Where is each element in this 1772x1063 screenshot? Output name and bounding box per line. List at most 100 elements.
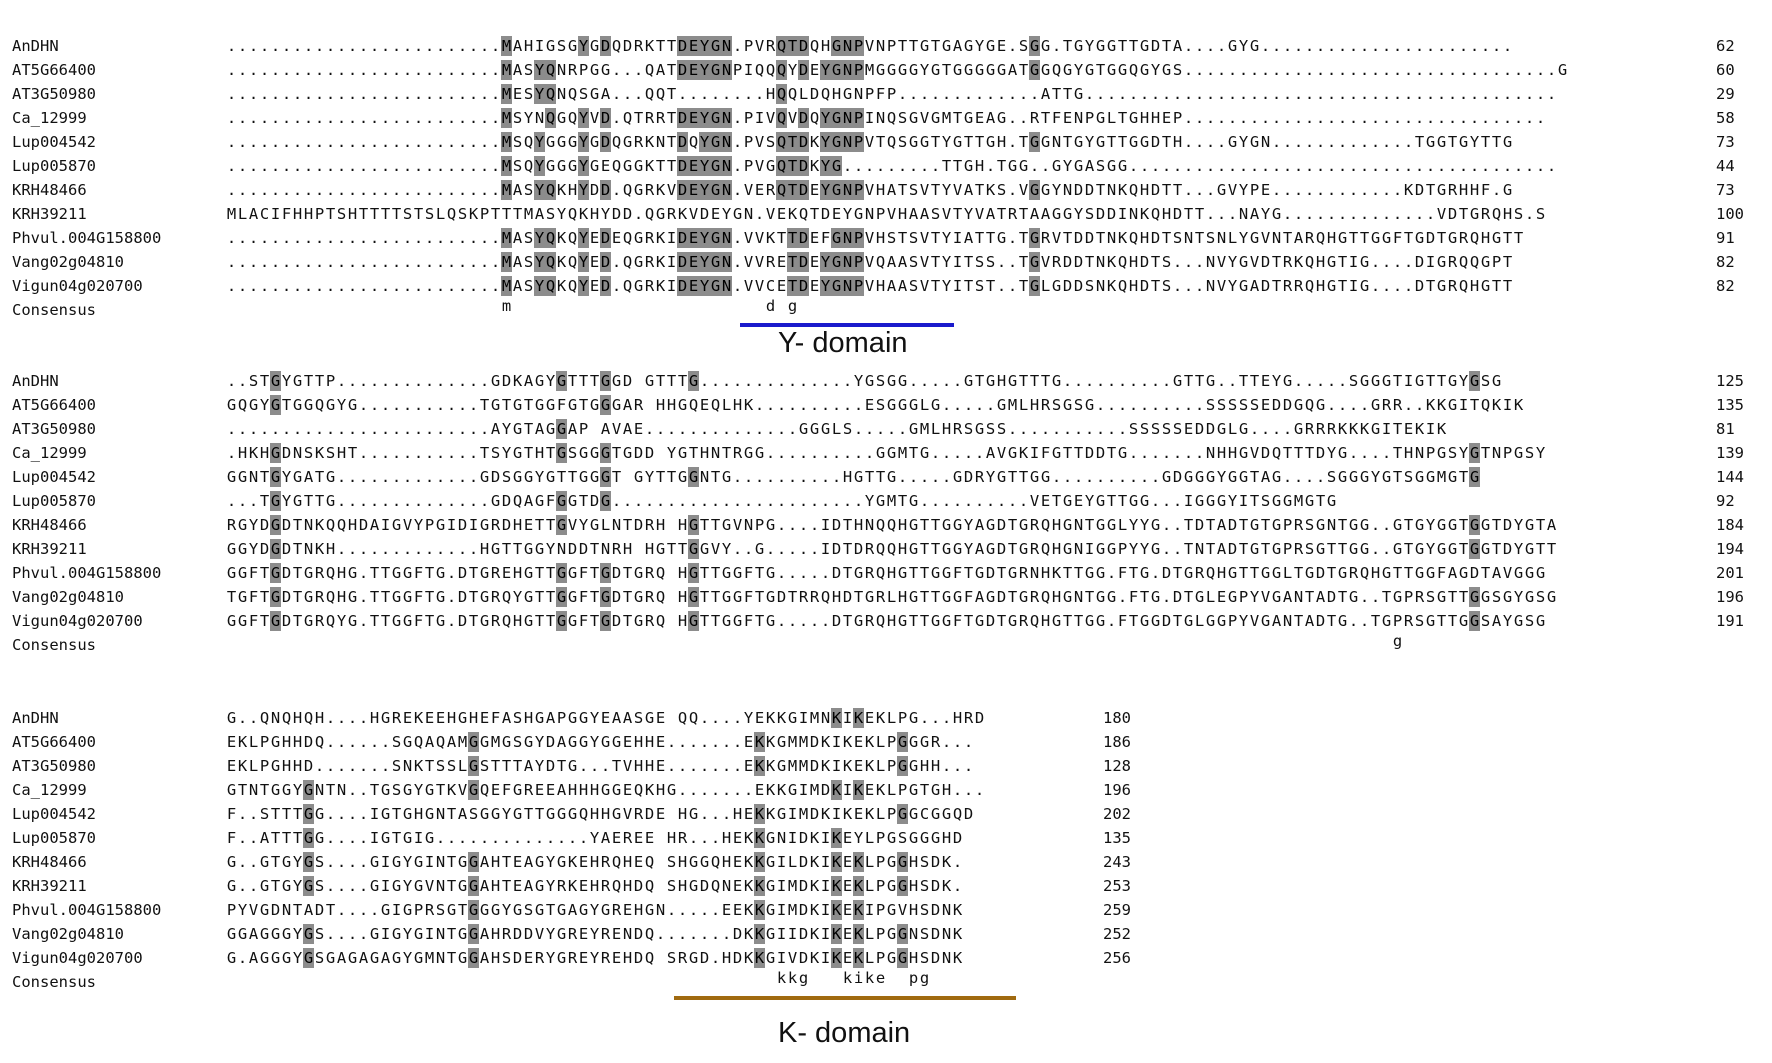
sequence-name: KRH39211 <box>12 540 87 558</box>
sequence-position: 201 <box>1716 564 1744 582</box>
sequence-name: AnDHN <box>12 372 59 390</box>
consensus-label: Consensus <box>12 301 96 319</box>
consensus-label: Consensus <box>12 636 96 654</box>
sequence-name: KRH48466 <box>12 853 87 871</box>
sequence-name: Lup005870 <box>12 492 96 510</box>
sequence-position: 139 <box>1716 444 1744 462</box>
sequence-name: AT5G66400 <box>12 61 96 79</box>
sequence-name: AT3G50980 <box>12 757 96 775</box>
sequence-name: Ca_12999 <box>12 444 87 462</box>
sequence-name: Vigun04g020700 <box>12 612 143 630</box>
sequence-name: KRH48466 <box>12 181 87 199</box>
sequence-name: Lup004542 <box>12 468 96 486</box>
sequence-position: 91 <box>1716 229 1735 247</box>
k-domain-label: K- domain <box>778 1017 911 1049</box>
sequence-position: 180 <box>1103 709 1131 727</box>
sequence-name: Vang02g04810 <box>12 925 124 943</box>
sequence-position: 184 <box>1716 516 1744 534</box>
sequence-position: 92 <box>1716 492 1735 510</box>
sequence-position: 82 <box>1716 277 1735 295</box>
y-domain-label: Y- domain <box>778 327 908 359</box>
sequence-name: Lup005870 <box>12 829 96 847</box>
sequence-position: 259 <box>1103 901 1131 919</box>
consensus-row: m d g <box>501 297 798 315</box>
sequence-name: Vang02g04810 <box>12 588 124 606</box>
sequence-name: AT5G66400 <box>12 396 96 414</box>
sequence-position: 62 <box>1716 37 1735 55</box>
sequence-name: Ca_12999 <box>12 109 87 127</box>
sequence-name: Vigun04g020700 <box>12 277 143 295</box>
sequence-position: 125 <box>1716 372 1744 390</box>
sequence-position: 252 <box>1103 925 1131 943</box>
sequence-position: 82 <box>1716 253 1735 271</box>
sequence-name: AT5G66400 <box>12 733 96 751</box>
sequence-position: 253 <box>1103 877 1131 895</box>
sequence-position: 194 <box>1716 540 1744 558</box>
sequence-name: KRH39211 <box>12 877 87 895</box>
sequence-name: Vigun04g020700 <box>12 949 143 967</box>
consensus-label: Consensus <box>12 973 96 991</box>
sequence-name: Phvul.004G158800 <box>12 901 162 919</box>
sequence-name: AT3G50980 <box>12 420 96 438</box>
sequence-position: 243 <box>1103 853 1131 871</box>
sequence-position: 73 <box>1716 181 1735 199</box>
k-domain-bar <box>674 996 1016 1000</box>
sequence-position: 202 <box>1103 805 1131 823</box>
sequence-name: Phvul.004G158800 <box>12 564 162 582</box>
sequence-position: 60 <box>1716 61 1735 79</box>
consensus-row: g <box>1392 632 1403 650</box>
sequence-position: 135 <box>1716 396 1744 414</box>
sequence-position: 128 <box>1103 757 1131 775</box>
sequence-position: 58 <box>1716 109 1735 127</box>
sequence-name: Ca_12999 <box>12 781 87 799</box>
sequence-position: 144 <box>1716 468 1744 486</box>
sequence-position: 191 <box>1716 612 1744 630</box>
sequence-position: 186 <box>1103 733 1131 751</box>
sequence-position: 73 <box>1716 133 1735 151</box>
sequence-position: 256 <box>1103 949 1131 967</box>
sequence-position: 196 <box>1716 588 1744 606</box>
sequence-name: KRH39211 <box>12 205 87 223</box>
sequence-position: 100 <box>1716 205 1744 223</box>
sequence-name: AT3G50980 <box>12 85 96 103</box>
sequence-position: 196 <box>1103 781 1131 799</box>
sequence-name: Phvul.004G158800 <box>12 229 162 247</box>
sequence-position: 81 <box>1716 420 1735 438</box>
sequence-name: KRH48466 <box>12 516 87 534</box>
sequence-name: Lup004542 <box>12 133 96 151</box>
sequence-position: 135 <box>1103 829 1131 847</box>
